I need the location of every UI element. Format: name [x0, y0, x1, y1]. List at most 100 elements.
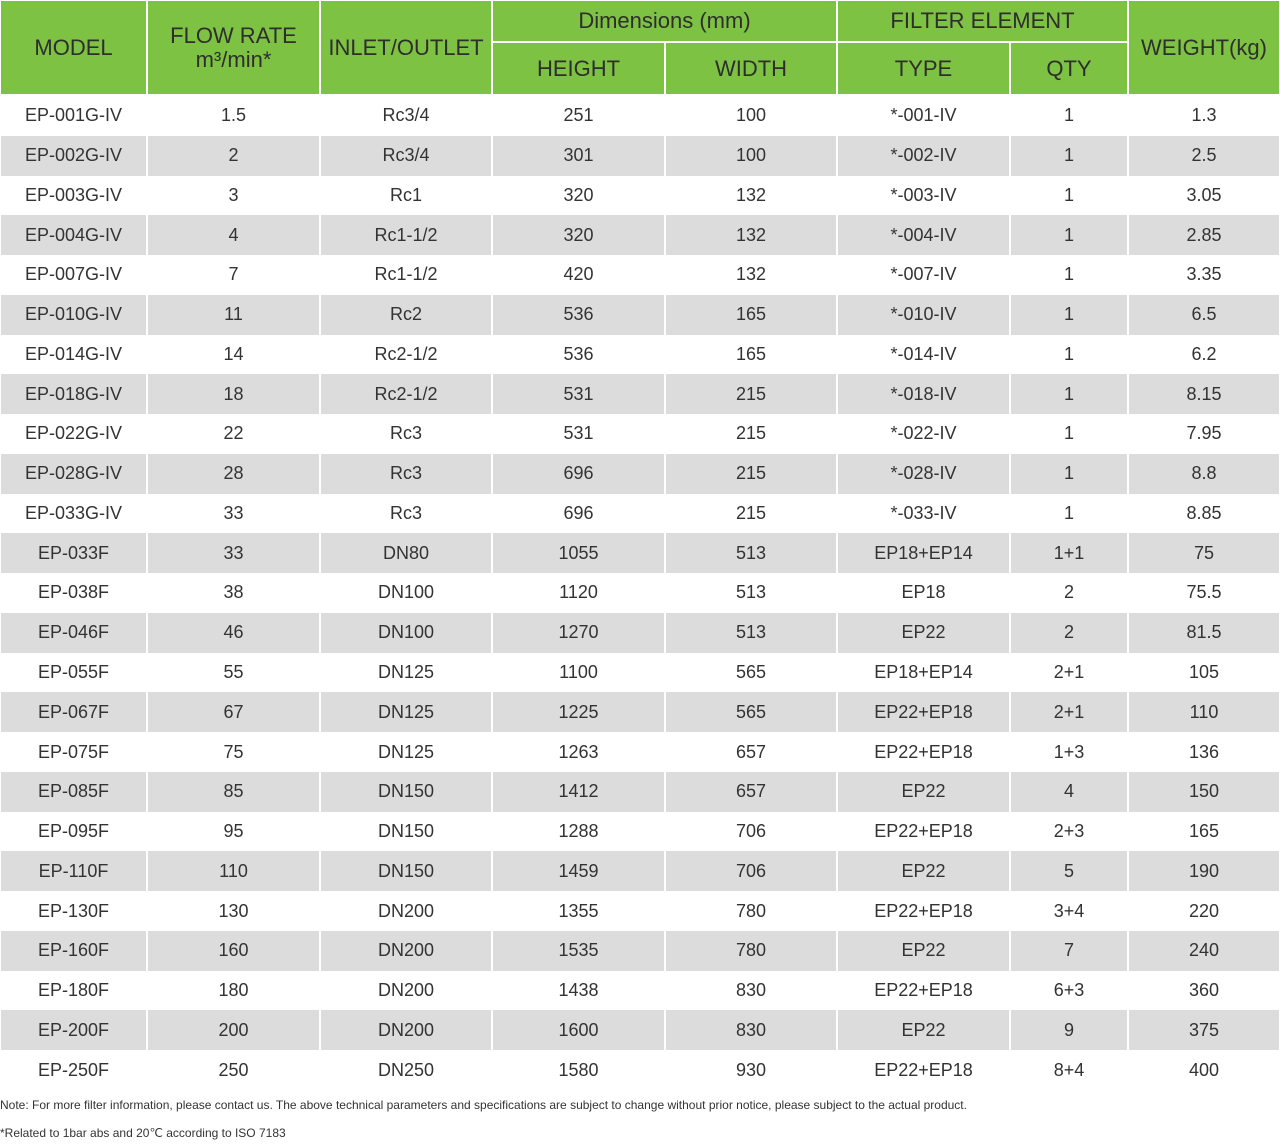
- table-cell: 38: [223, 582, 244, 603]
- table-cell: DN80: [321, 533, 491, 574]
- header-cell: FLOW RATE m³/min*: [148, 1, 319, 94]
- header-label: FLOW RATE: [170, 22, 297, 48]
- table-cell: 136: [1188, 741, 1220, 762]
- table-cell: EP22+EP18: [874, 900, 973, 921]
- table-cell: EP-160F: [1, 930, 146, 971]
- table-cell: 6.5: [1129, 294, 1279, 335]
- table-cell: 11: [148, 294, 319, 335]
- table-cell: 1+1: [1011, 533, 1127, 574]
- table-cell: *-033-IV: [890, 502, 957, 523]
- table-cell: EP22+EP18: [874, 741, 973, 762]
- table-cell: 1: [1011, 135, 1127, 176]
- table-cell: EP-004G-IV: [1, 215, 146, 256]
- table-cell: EP-110F: [1, 851, 146, 892]
- table-cell: DN200: [377, 900, 435, 921]
- table-cell: 536: [493, 294, 664, 335]
- table-cell: Rc1-1/2: [374, 264, 438, 285]
- table-cell: 1: [1011, 453, 1127, 494]
- table-cell: 1: [1011, 294, 1127, 335]
- table-cell: EP-033G-IV: [24, 502, 123, 523]
- table-cell: EP-033F: [1, 533, 146, 574]
- table-cell: *-002-IV: [838, 135, 1009, 176]
- table-cell: 320: [563, 184, 594, 205]
- table-cell: 251: [563, 105, 594, 126]
- table-cell: DN200: [377, 980, 435, 1001]
- table-cell: 160: [148, 930, 319, 971]
- table-cell: EP-067F: [1, 692, 146, 733]
- table-cell: 2: [148, 135, 319, 176]
- table-cell: 250: [218, 1059, 249, 1080]
- table-cell: 696: [563, 502, 594, 523]
- table-cell: Rc2-1/2: [321, 374, 491, 415]
- table-cell: 1: [1063, 423, 1074, 444]
- table-cell: EP22: [838, 1010, 1009, 1051]
- table-cell: 2+1: [1011, 692, 1127, 733]
- table-cell: EP18: [901, 582, 946, 603]
- table-cell: EP-085F: [1, 771, 146, 812]
- table-cell: 1: [1063, 502, 1074, 523]
- table-cell: 130: [218, 900, 249, 921]
- table-cell: EP22: [838, 930, 1009, 971]
- table-cell: 215: [666, 453, 836, 494]
- table-cell: 531: [493, 374, 664, 415]
- table-cell: 100: [666, 135, 836, 176]
- table-cell: 657: [666, 771, 836, 812]
- table-cell: 240: [1129, 930, 1279, 971]
- table-cell: 301: [493, 135, 664, 176]
- table-cell: 200: [148, 1010, 319, 1051]
- table-cell: 400: [1188, 1059, 1220, 1080]
- table-cell: DN250: [377, 1059, 435, 1080]
- table-cell: EP-014G-IV: [24, 343, 123, 364]
- table-cell: 2: [1063, 582, 1074, 603]
- table-cell: 75: [1129, 533, 1279, 574]
- header-cell: WEIGHT(kg): [1129, 1, 1279, 94]
- table-cell: DN200: [321, 930, 491, 971]
- table-cell: 1270: [493, 612, 664, 653]
- table-cell: DN150: [321, 771, 491, 812]
- header-cell: WIDTH: [666, 43, 836, 94]
- table-cell: EP-130F: [37, 900, 110, 921]
- table-cell: 215: [735, 423, 767, 444]
- table-cell: 75: [223, 741, 244, 762]
- table-cell: EP22+EP18: [838, 692, 1009, 733]
- table-cell: 4: [148, 215, 319, 256]
- table-cell: 420: [563, 264, 594, 285]
- table-cell: 3: [228, 184, 239, 205]
- table-cell: 9: [1011, 1010, 1127, 1051]
- table-cell: 1600: [493, 1010, 664, 1051]
- table-cell: EP-003G-IV: [24, 184, 123, 205]
- table-cell: 110: [1129, 692, 1279, 733]
- table-cell: Rc3: [321, 453, 491, 494]
- table-cell: 531: [563, 423, 594, 444]
- table-cell: EP-001G-IV: [24, 105, 123, 126]
- table-cell: DN125: [377, 741, 435, 762]
- table-cell: 1055: [493, 533, 664, 574]
- table-cell: EP22+EP18: [874, 980, 973, 1001]
- table-cell: 190: [1129, 851, 1279, 892]
- table-cell: 100: [735, 105, 767, 126]
- note: *Related to 1bar abs and 20℃ according t…: [0, 1126, 286, 1140]
- table-cell: Rc3: [389, 502, 422, 523]
- table-cell: 1412: [493, 771, 664, 812]
- table-cell: EP-250F: [37, 1059, 110, 1080]
- table-cell: 706: [735, 821, 767, 842]
- table-cell: 46: [148, 612, 319, 653]
- table-cell: *-004-IV: [838, 215, 1009, 256]
- header-group: FILTER ELEMENT: [838, 1, 1127, 41]
- table-cell: 1225: [493, 692, 664, 733]
- table-cell: EP18+EP14: [838, 533, 1009, 574]
- table-cell: 706: [666, 851, 836, 892]
- table-cell: 830: [666, 1010, 836, 1051]
- table-cell: 1438: [558, 980, 599, 1001]
- table-cell: 22: [223, 423, 244, 444]
- table-cell: EP-046F: [1, 612, 146, 653]
- table-cell: 8.85: [1186, 502, 1222, 523]
- table-cell: 1: [1063, 105, 1074, 126]
- table-cell: EP-038F: [37, 582, 110, 603]
- table-cell: EP-095F: [37, 821, 110, 842]
- table-cell: EP-075F: [37, 741, 110, 762]
- table-cell: 165: [735, 343, 767, 364]
- table-cell: EP22+EP18: [874, 1059, 973, 1080]
- table-cell: 930: [735, 1059, 767, 1080]
